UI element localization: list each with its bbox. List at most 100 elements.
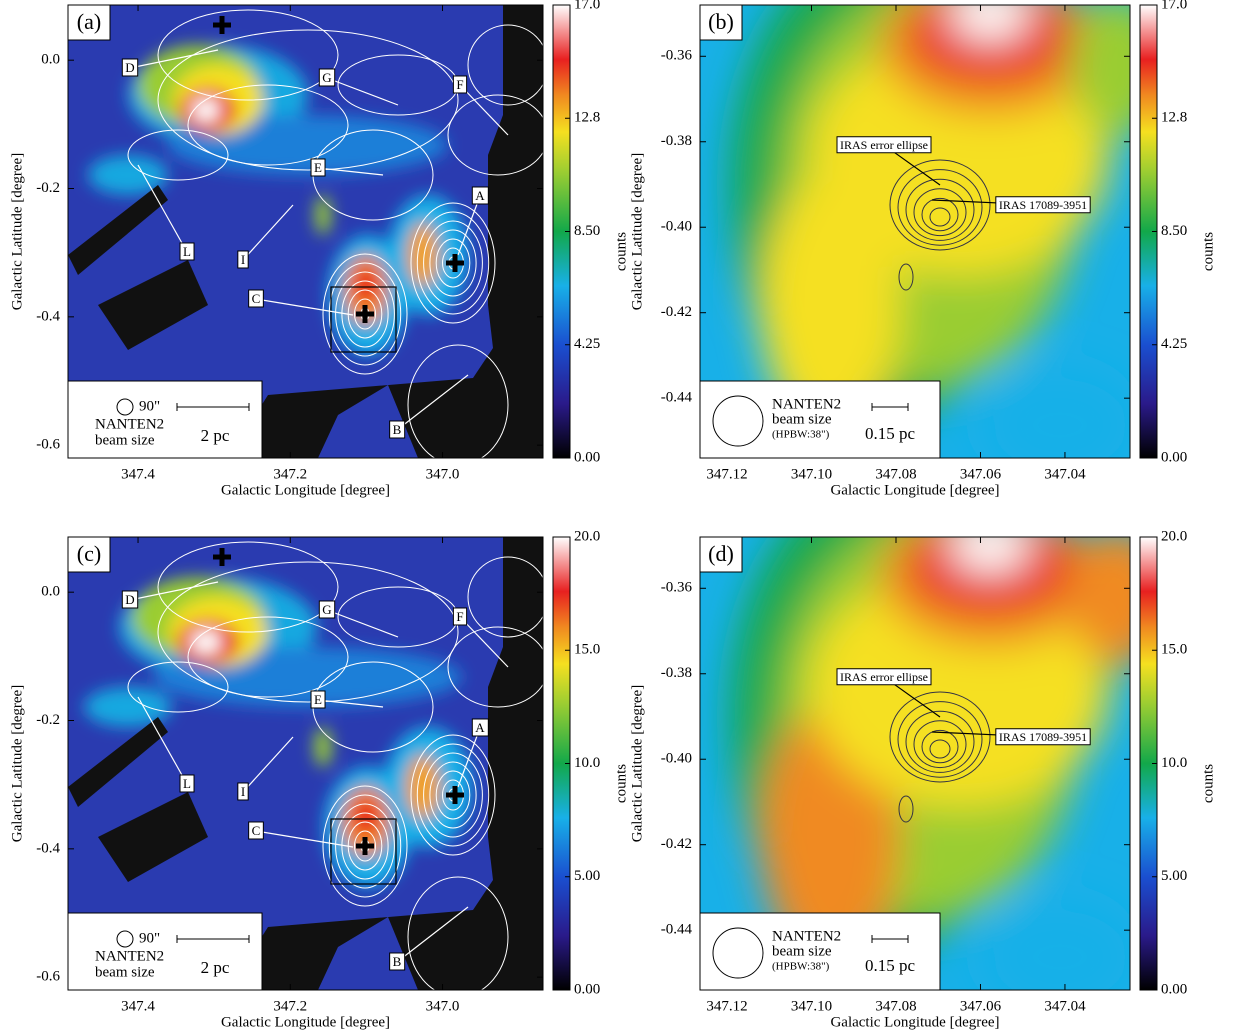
map-glow <box>730 537 1130 990</box>
contour <box>447 94 543 176</box>
x-tick-label: 347.04 <box>1044 466 1086 482</box>
annotation-leader <box>459 616 509 668</box>
x-tick-label: 347.0 <box>426 998 460 1014</box>
annotation-leader <box>457 195 481 256</box>
annotation-label: IRAS error ellipse <box>840 138 928 152</box>
contour <box>897 701 983 778</box>
legend-box <box>67 380 263 459</box>
beam-label: 90" <box>139 398 160 414</box>
colorbar-tick-label: 8.50 <box>1161 223 1187 239</box>
y-tick-label: 0.0 <box>41 52 60 68</box>
contour <box>416 743 490 847</box>
frame <box>67 4 544 459</box>
scale-label: 0.15 pc <box>865 956 916 975</box>
panel-label-box <box>699 4 743 41</box>
annotation-label: I <box>241 784 245 799</box>
beam-circle <box>712 395 764 447</box>
map-blob <box>84 687 172 727</box>
contour <box>889 159 991 251</box>
contour <box>423 220 483 306</box>
contour <box>341 280 389 348</box>
x-tick-label: 347.10 <box>791 998 832 1014</box>
contour <box>898 795 914 823</box>
scale-bar <box>871 403 909 411</box>
y-tick-label: -0.36 <box>661 48 693 64</box>
annotation-leader <box>129 581 219 601</box>
panel: 347.12 347.10 347.08 347.06 347.04 -0.36 -0.38… <box>629 0 1216 498</box>
annotation-box <box>995 728 1091 746</box>
annotation-label: F <box>456 609 463 624</box>
x-tick-label: 347.12 <box>706 998 747 1014</box>
annotation-label: IRAS error ellipse <box>840 670 928 684</box>
contour <box>335 803 395 889</box>
colorbar-tick-label: 8.50 <box>574 223 600 239</box>
y-axis-title: Galactic Latitude [degree] <box>629 685 645 842</box>
y-tick-label: -0.6 <box>36 437 60 453</box>
panel-label-box <box>67 536 111 573</box>
annotation-box <box>389 420 406 439</box>
contour <box>127 129 229 181</box>
annotation-box <box>248 289 264 308</box>
contour <box>905 710 975 773</box>
panel-label: (c) <box>77 541 101 566</box>
annotation-label: A <box>475 188 485 203</box>
beam-circle <box>116 930 134 948</box>
contour <box>435 770 471 820</box>
contour <box>429 761 477 829</box>
colorbar-title: counts <box>1200 764 1216 803</box>
annotation-label: C <box>252 823 261 838</box>
contour <box>929 207 951 227</box>
x-tick-label: 347.08 <box>875 466 916 482</box>
colorbar-tick-label: 15.0 <box>1161 642 1187 658</box>
annotation-box <box>471 718 489 737</box>
cross-marker <box>213 548 231 566</box>
cross-marker <box>446 254 464 272</box>
x-axis-title: Galactic Longitude [degree] <box>221 1014 390 1030</box>
y-tick-label: -0.44 <box>661 390 693 406</box>
colorbar-tick-label: 4.25 <box>574 336 600 352</box>
annotation-label: D <box>125 592 134 607</box>
cross-marker <box>213 16 231 34</box>
annotation-box <box>452 75 468 94</box>
map-blank <box>98 792 208 882</box>
x-tick-label: 347.06 <box>960 466 1002 482</box>
annotation-leader <box>457 727 481 788</box>
y-tick-label: -0.36 <box>661 580 693 596</box>
contour <box>328 262 402 366</box>
colorbar-tick-label: 17.0 <box>574 0 600 12</box>
annotation-label: I <box>241 252 245 267</box>
contour <box>913 720 967 769</box>
y-tick-label: -0.42 <box>661 304 692 320</box>
contour <box>157 561 459 703</box>
contour <box>187 616 349 698</box>
panel-label: (b) <box>708 9 734 34</box>
annotation-leader <box>317 699 384 708</box>
annotation-label: C <box>252 291 261 306</box>
x-tick-label: 347.2 <box>273 466 307 482</box>
y-axis-title: Galactic Latitude [degree] <box>9 685 25 842</box>
panel: 347.12 347.10 347.08 347.06 347.04 -0.36 -0.38… <box>629 528 1216 1030</box>
beam-text: NANTEN2 <box>772 928 841 944</box>
contour <box>467 556 543 638</box>
y-axis-title: Galactic Latitude [degree] <box>629 153 645 310</box>
x-axis-title: Galactic Longitude [degree] <box>830 1014 999 1030</box>
contour <box>921 197 959 232</box>
scale-label: 2 pc <box>201 426 230 445</box>
annotation-label: E <box>314 692 322 707</box>
frame <box>67 536 544 991</box>
contour <box>157 29 459 171</box>
contour <box>423 752 483 838</box>
annotation-label: G <box>322 602 331 617</box>
y-tick-label: 0.0 <box>41 584 60 600</box>
annotation-leader <box>326 609 399 638</box>
map-blob <box>88 155 168 195</box>
annotation-leader <box>129 49 219 69</box>
contour <box>328 794 402 898</box>
annotation-label: IRAS 17089-3951 <box>999 198 1087 212</box>
colorbar-title: counts <box>1200 232 1216 271</box>
legend-box <box>699 380 941 459</box>
map-blob <box>354 267 378 303</box>
beam-text: NANTEN2 <box>772 396 841 412</box>
annotation-box <box>836 136 932 154</box>
cross-marker <box>356 837 374 855</box>
